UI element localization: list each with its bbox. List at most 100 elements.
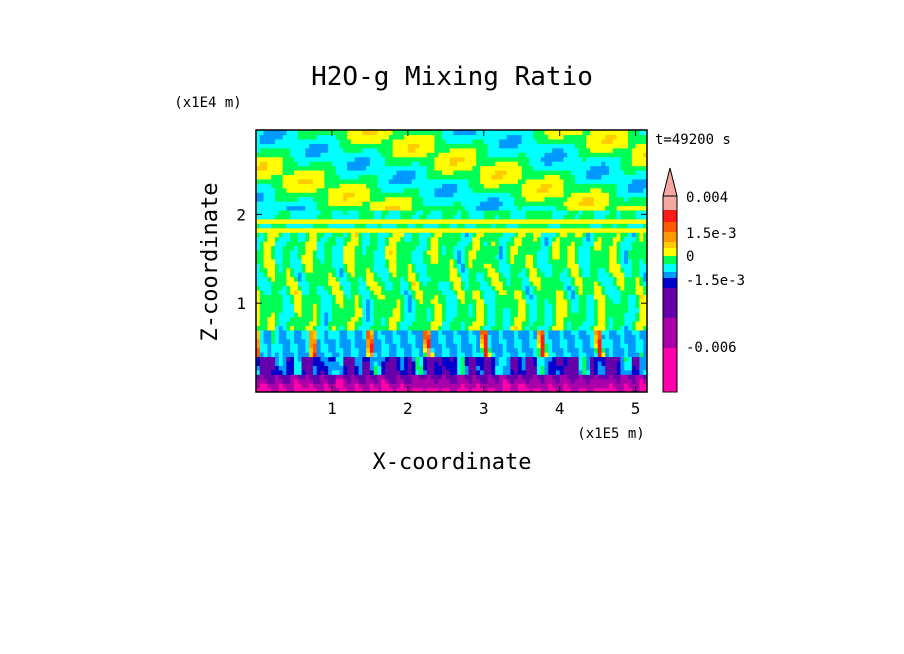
heatmap-cell bbox=[290, 369, 295, 375]
heatmap-cell bbox=[263, 356, 268, 362]
heatmap-cell bbox=[366, 334, 371, 340]
heatmap-cell bbox=[578, 214, 584, 220]
heatmap-cell bbox=[609, 187, 614, 193]
heatmap-cell bbox=[407, 374, 413, 380]
heatmap-cell bbox=[267, 347, 272, 353]
heatmap-cell bbox=[586, 356, 591, 362]
heatmap-cell bbox=[457, 369, 462, 375]
heatmap-cell bbox=[381, 343, 386, 349]
heatmap-cell bbox=[620, 338, 625, 344]
heatmap-cell bbox=[502, 276, 508, 282]
heatmap-cell bbox=[586, 338, 591, 344]
heatmap-cell bbox=[305, 187, 310, 193]
heatmap-cell bbox=[631, 325, 637, 331]
heatmap-cell bbox=[377, 294, 382, 300]
heatmap-cell bbox=[631, 329, 637, 335]
heatmap-cell bbox=[411, 320, 417, 326]
heatmap-cell bbox=[404, 303, 409, 309]
heatmap-cell bbox=[476, 312, 481, 318]
heatmap-cell bbox=[263, 272, 268, 278]
heatmap-cell bbox=[407, 272, 413, 278]
heatmap-cell bbox=[487, 209, 492, 215]
heatmap-cell bbox=[316, 325, 322, 331]
heatmap-cell bbox=[476, 196, 481, 202]
heatmap-cell bbox=[369, 325, 375, 331]
heatmap-cell bbox=[267, 249, 272, 255]
heatmap-cell bbox=[263, 289, 268, 295]
heatmap-cell bbox=[525, 360, 530, 366]
heatmap-cell bbox=[567, 272, 572, 278]
heatmap-cell bbox=[335, 263, 341, 269]
heatmap-cell bbox=[423, 236, 428, 242]
heatmap-cell bbox=[316, 258, 322, 264]
heatmap-cell bbox=[586, 369, 591, 375]
heatmap-cell bbox=[624, 223, 629, 229]
heatmap-cell bbox=[305, 356, 310, 362]
heatmap-cell bbox=[605, 378, 610, 384]
heatmap-cell bbox=[567, 249, 572, 255]
heatmap-cell bbox=[282, 223, 287, 229]
heatmap-cell bbox=[423, 241, 428, 247]
heatmap-cell bbox=[578, 289, 584, 295]
heatmap-cell bbox=[525, 325, 530, 331]
heatmap-cell bbox=[514, 307, 519, 313]
heatmap-cell bbox=[290, 334, 295, 340]
heatmap-cell bbox=[362, 232, 367, 238]
heatmap-cell bbox=[411, 267, 417, 273]
heatmap-cell bbox=[525, 218, 530, 224]
heatmap-cell bbox=[350, 356, 356, 362]
heatmap-cell bbox=[514, 356, 519, 362]
heatmap-cell bbox=[385, 192, 390, 198]
heatmap-cell bbox=[256, 334, 261, 340]
heatmap-cell bbox=[385, 258, 390, 264]
heatmap-cell bbox=[396, 343, 401, 349]
heatmap-cell bbox=[404, 236, 409, 242]
heatmap-cell bbox=[597, 263, 603, 269]
heatmap-cell bbox=[578, 218, 584, 224]
heatmap-cell bbox=[609, 307, 614, 313]
heatmap-cell bbox=[491, 232, 496, 238]
heatmap-cell bbox=[312, 387, 318, 392]
heatmap-cell bbox=[612, 298, 618, 304]
heatmap-cell bbox=[544, 223, 549, 229]
heatmap-cell bbox=[586, 285, 591, 291]
heatmap-cell bbox=[555, 360, 561, 366]
heatmap-cell bbox=[426, 343, 432, 349]
heatmap-cell bbox=[256, 209, 261, 215]
heatmap-cell bbox=[286, 374, 291, 380]
heatmap-cell bbox=[282, 347, 287, 353]
heatmap-cell bbox=[590, 347, 595, 353]
heatmap-cell bbox=[525, 374, 530, 380]
heatmap-cell bbox=[423, 178, 428, 184]
heatmap-cell bbox=[449, 325, 454, 331]
heatmap-cell bbox=[331, 343, 337, 349]
heatmap-cell bbox=[582, 214, 587, 220]
heatmap-cell bbox=[385, 205, 390, 211]
heatmap-cell bbox=[578, 285, 584, 291]
heatmap-cell bbox=[559, 258, 565, 264]
heatmap-cell bbox=[426, 334, 432, 340]
heatmap-cell bbox=[590, 312, 595, 318]
heatmap-cell bbox=[639, 218, 644, 224]
heatmap-cell bbox=[628, 347, 633, 353]
heatmap-cell bbox=[350, 192, 356, 198]
heatmap-cell bbox=[536, 360, 542, 366]
heatmap-cell bbox=[320, 174, 325, 180]
heatmap-cell bbox=[472, 236, 477, 242]
heatmap-cell bbox=[643, 374, 647, 380]
heatmap-cell bbox=[639, 201, 644, 207]
heatmap-cell bbox=[445, 254, 451, 260]
heatmap-cell bbox=[590, 329, 595, 335]
heatmap-cell bbox=[548, 258, 553, 264]
heatmap-cell bbox=[339, 267, 344, 273]
heatmap-cell bbox=[639, 209, 644, 215]
heatmap-cell bbox=[263, 387, 268, 392]
heatmap-cell bbox=[324, 312, 329, 318]
heatmap-cell bbox=[366, 241, 371, 247]
heatmap-cell bbox=[331, 201, 337, 207]
heatmap-cell bbox=[293, 298, 299, 304]
heatmap-cell bbox=[529, 387, 534, 392]
heatmap-cell bbox=[495, 303, 500, 309]
heatmap-cell bbox=[419, 249, 424, 255]
heatmap-cell bbox=[331, 312, 337, 318]
